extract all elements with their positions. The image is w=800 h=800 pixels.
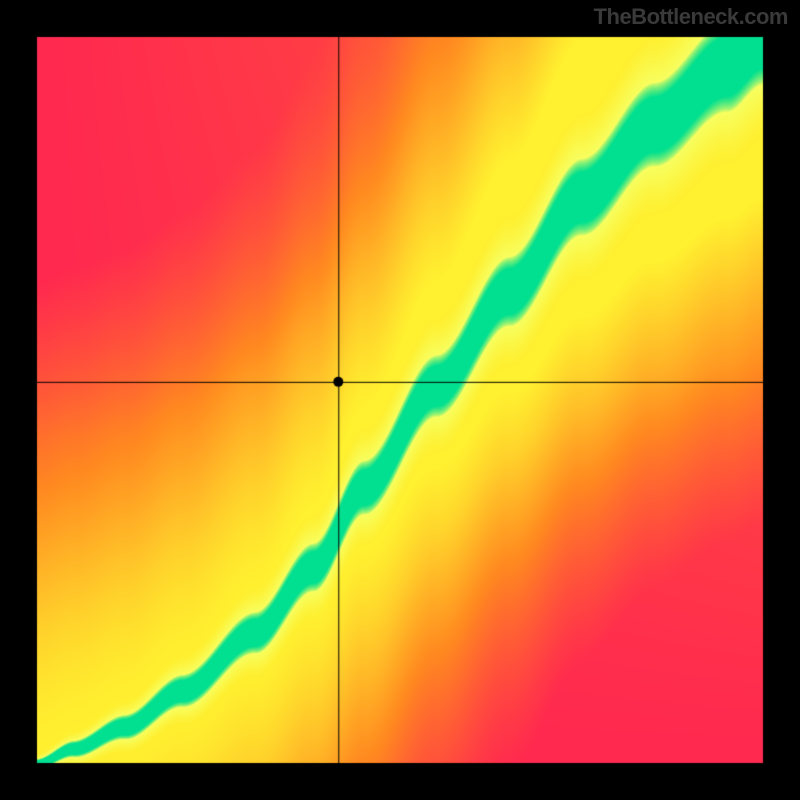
watermark-text: TheBottleneck.com (594, 4, 788, 30)
bottleneck-heatmap (0, 0, 800, 800)
chart-container: TheBottleneck.com (0, 0, 800, 800)
